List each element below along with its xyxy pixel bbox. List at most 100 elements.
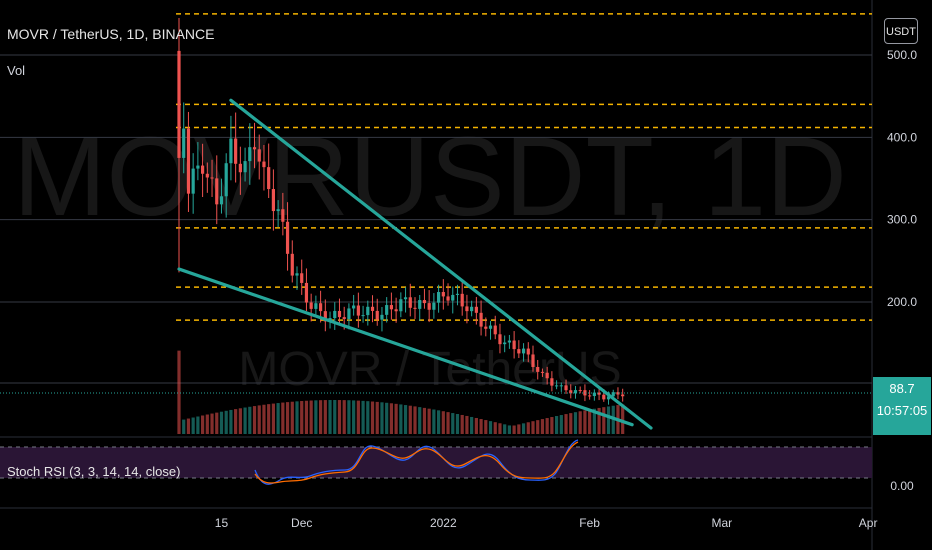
volume-bar bbox=[238, 408, 242, 434]
volume-bar bbox=[314, 400, 318, 434]
volume-bar bbox=[602, 407, 606, 434]
candle-body bbox=[507, 340, 511, 343]
candle-body bbox=[385, 305, 389, 315]
candle-body bbox=[531, 354, 535, 368]
volume-bar bbox=[394, 403, 398, 434]
volume-bar bbox=[356, 400, 360, 434]
candle-body bbox=[611, 392, 615, 397]
volume-bar bbox=[186, 418, 191, 434]
volume-bar bbox=[210, 413, 214, 434]
volume-bar bbox=[498, 423, 502, 434]
candle-body bbox=[573, 390, 578, 394]
volume-bar bbox=[555, 416, 559, 434]
candle-body bbox=[243, 161, 247, 173]
candle-body bbox=[418, 300, 422, 309]
candle-body bbox=[451, 294, 455, 301]
stoch-rsi-label[interactable]: Stoch RSI (3, 3, 14, 14, close) bbox=[7, 464, 181, 479]
volume-bar bbox=[488, 421, 493, 434]
currency-button[interactable]: USDT bbox=[884, 18, 918, 44]
candle-body bbox=[389, 305, 393, 310]
volume-bar bbox=[583, 410, 587, 434]
candle-body bbox=[602, 394, 606, 400]
volume-bar bbox=[290, 401, 294, 434]
volume-bar bbox=[342, 400, 346, 434]
volume-bar bbox=[380, 402, 384, 434]
volume-bar bbox=[205, 414, 209, 434]
time-axis-tick: Apr bbox=[859, 516, 878, 530]
symbol-title[interactable]: MOVR / TetherUS, 1D, BINANCE bbox=[7, 26, 215, 42]
candle-body bbox=[616, 392, 620, 395]
volume-bar bbox=[493, 422, 497, 434]
price-axis-tick: 200.0 bbox=[887, 295, 917, 309]
volume-bar bbox=[451, 413, 455, 434]
volume-bar bbox=[540, 419, 545, 434]
volume-bar bbox=[578, 411, 582, 434]
candle-body bbox=[460, 293, 464, 307]
volume-bar bbox=[201, 415, 205, 434]
volume-bar bbox=[484, 420, 488, 434]
candle-body bbox=[465, 306, 469, 312]
volume-bar bbox=[606, 406, 611, 434]
candle-body bbox=[370, 306, 375, 311]
volume-bar bbox=[455, 414, 460, 434]
candle-body bbox=[479, 312, 483, 327]
volume-indicator-label[interactable]: Vol bbox=[7, 63, 26, 78]
volume-bar bbox=[361, 400, 365, 434]
volume-bar bbox=[389, 403, 393, 434]
candle-body bbox=[276, 209, 280, 212]
candle-body bbox=[281, 209, 285, 222]
volume-bar bbox=[333, 400, 337, 434]
candle-body bbox=[394, 309, 398, 312]
candle-body bbox=[219, 196, 224, 205]
candle-body bbox=[413, 307, 417, 309]
volume-bar bbox=[446, 412, 450, 434]
candle-body bbox=[437, 292, 441, 303]
candle-body bbox=[545, 372, 549, 379]
volume-bar bbox=[470, 416, 474, 434]
candle-body bbox=[375, 310, 379, 320]
volume-bar bbox=[517, 424, 521, 434]
time-axis-tick: Mar bbox=[711, 516, 732, 530]
candle-body bbox=[182, 128, 186, 158]
price-axis-tick: 500.0 bbox=[887, 48, 917, 62]
candle-body bbox=[564, 385, 568, 391]
candle-body bbox=[333, 310, 337, 319]
volume-bar bbox=[248, 406, 252, 434]
candle-body bbox=[323, 311, 327, 322]
candle-body bbox=[177, 50, 181, 158]
candle-body bbox=[201, 165, 205, 174]
candle-body bbox=[267, 167, 271, 190]
volume-bar bbox=[550, 417, 554, 434]
stoch-d-line bbox=[254, 441, 579, 484]
volume-bar bbox=[252, 406, 257, 434]
candle-body bbox=[285, 221, 290, 254]
candle-body bbox=[588, 395, 592, 397]
candle-body bbox=[271, 189, 275, 212]
volume-bar bbox=[545, 418, 549, 434]
candle-body bbox=[474, 306, 478, 313]
candle-body bbox=[262, 161, 266, 168]
volume-bar bbox=[182, 419, 186, 434]
volume-bar bbox=[592, 408, 596, 434]
volume-bar bbox=[234, 409, 238, 434]
volume-bar bbox=[337, 400, 342, 434]
bar-countdown: 10:57:05 bbox=[876, 403, 928, 418]
volume-bar bbox=[285, 402, 290, 434]
watermark-symbol: MOVRUSDT, 1D bbox=[13, 114, 847, 239]
price-axis-tick: 300.0 bbox=[887, 213, 917, 227]
candle-body bbox=[356, 305, 360, 316]
volume-bar bbox=[573, 412, 578, 434]
candle-body bbox=[517, 349, 521, 354]
volume-bar bbox=[262, 404, 266, 434]
candle-body bbox=[559, 385, 563, 387]
candle-body bbox=[521, 348, 526, 354]
volume-bar bbox=[564, 414, 568, 434]
candle-body bbox=[186, 128, 191, 194]
volume-bar bbox=[621, 404, 625, 434]
candle-body bbox=[403, 297, 408, 300]
volume-bar bbox=[441, 411, 445, 434]
candle-body bbox=[238, 163, 242, 173]
volume-bar bbox=[304, 400, 309, 434]
candle-body bbox=[503, 342, 507, 345]
